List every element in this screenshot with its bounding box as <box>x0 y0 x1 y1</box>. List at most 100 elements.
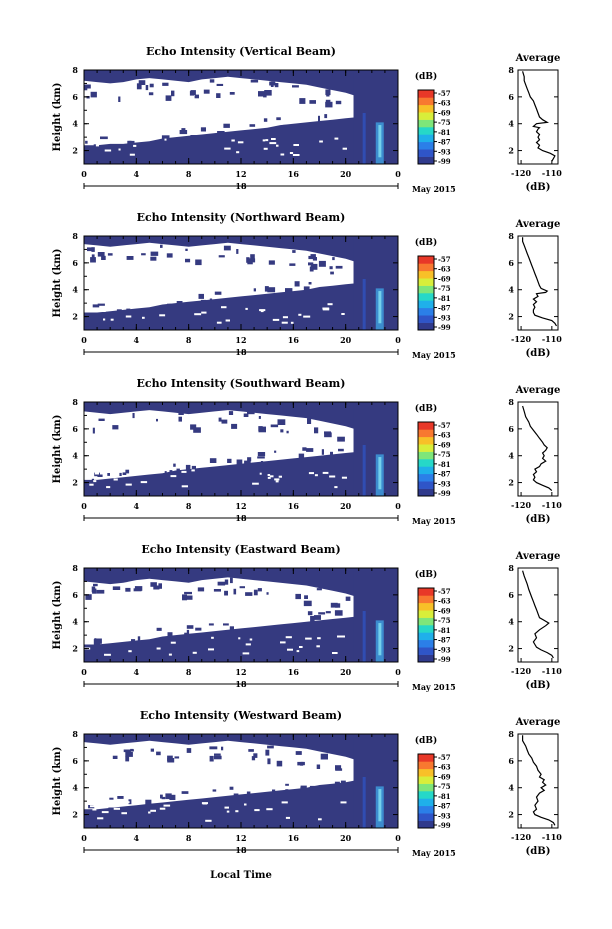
echo-noise <box>247 258 253 265</box>
colorbar-segment <box>418 97 434 106</box>
echo-noise <box>203 89 210 94</box>
echo-noise <box>335 100 342 105</box>
colorbar-tick-label: -87 <box>438 138 451 147</box>
echo-gap <box>113 807 120 810</box>
echo-band-upper <box>84 70 398 116</box>
echo-noise <box>246 791 251 797</box>
colorbar-tick-label: -75 <box>438 450 451 459</box>
echo-noise <box>345 596 351 601</box>
average-x-tick-label: -110 <box>542 832 562 842</box>
colorbar-segment <box>418 820 434 829</box>
average-title: Average <box>515 219 561 230</box>
echo-noise <box>289 263 296 266</box>
echo-noise <box>324 114 328 119</box>
colorbar-tick-label: -63 <box>438 99 451 108</box>
echo-noise <box>243 413 249 417</box>
y-tick-label: 4 <box>72 617 78 627</box>
echo-noise <box>92 304 100 308</box>
colorbar-frame <box>417 587 435 663</box>
echo-noise <box>302 447 307 451</box>
colorbar-tick-label: -69 <box>438 274 451 283</box>
colorbar-segment <box>418 768 434 777</box>
echo-gap <box>101 811 109 814</box>
echo-gap <box>278 475 282 478</box>
echo-gap <box>327 303 333 306</box>
echo-noise <box>217 131 225 134</box>
x-tick-label: 8 <box>186 501 192 511</box>
echo-gap <box>140 481 148 484</box>
echo-gap <box>308 472 314 475</box>
echo-noise <box>156 627 162 631</box>
colorbar-segment <box>418 307 434 316</box>
echo-noise <box>93 144 97 147</box>
echo-noise <box>218 417 222 422</box>
x-tick-label: 0 <box>81 667 87 677</box>
colorbar-segment <box>418 422 434 430</box>
echo-gap <box>221 306 227 309</box>
echo-gap <box>163 804 171 807</box>
echo-band-upper <box>84 568 398 615</box>
echo-noise <box>98 418 105 421</box>
echo-noise <box>249 124 256 127</box>
echo-noise <box>179 130 188 135</box>
y-tick-label: 4 <box>72 451 78 461</box>
echo-noise <box>306 448 314 452</box>
echo-gap <box>329 475 336 478</box>
echo-gap <box>259 309 266 312</box>
panel-0: Echo Intensity (Vertical Beam) 2 4 6 8 Height… <box>52 45 562 194</box>
echo-gap <box>93 803 96 806</box>
colorbar-segment <box>418 436 434 445</box>
date-day: 18 <box>235 679 247 689</box>
colorbar-segment <box>418 451 434 460</box>
x-tick-label: 4 <box>134 667 140 677</box>
echo-noise <box>173 463 176 467</box>
echo-noise <box>308 262 314 266</box>
panel-4: Echo Intensity (Westward Beam) 2 4 6 8 Height… <box>52 709 562 858</box>
colorbar-segment <box>418 459 434 467</box>
echo-noise <box>229 626 234 631</box>
echo-noise <box>257 456 265 459</box>
echo-noise <box>251 756 256 761</box>
colorbar-segment <box>418 127 434 135</box>
echo-gap <box>298 313 302 316</box>
echo-noise <box>194 94 199 99</box>
echo-gap <box>292 154 300 156</box>
echo-gap <box>201 802 208 805</box>
echo-noise <box>150 748 154 752</box>
echo-noise <box>169 470 173 475</box>
echo-noise <box>250 79 259 83</box>
echo-noise <box>191 465 196 470</box>
average-y-tick-label: 8 <box>508 563 514 573</box>
echo-noise <box>260 461 264 466</box>
echo-noise <box>214 755 222 760</box>
echo-gap <box>341 313 345 315</box>
echo-gap <box>280 641 286 644</box>
echo-gap <box>296 650 300 653</box>
echo-gap <box>322 308 330 311</box>
colorbar-tick-label: -69 <box>438 772 451 781</box>
colorbar-segment <box>418 119 434 128</box>
colorbar-tick-label: -69 <box>438 606 451 615</box>
y-tick-label: 8 <box>72 729 78 739</box>
echo-noise <box>335 768 343 771</box>
echo-streak-faint <box>362 278 366 330</box>
y-axis-label: Height (km) <box>52 415 63 484</box>
colorbar-segment <box>418 429 434 438</box>
echo-noise <box>125 587 131 592</box>
echo-noise <box>233 793 239 799</box>
y-tick-label: 6 <box>72 590 78 600</box>
panel-title: Echo Intensity (Westward Beam) <box>140 709 342 722</box>
echo-gap <box>170 475 177 478</box>
colorbar-tick-label: -69 <box>438 440 451 449</box>
echo-noise <box>307 418 312 424</box>
echo-gap <box>194 313 202 316</box>
echo-noise <box>145 799 152 805</box>
echo-gap <box>281 321 288 324</box>
echo-noise <box>212 789 217 792</box>
echo-noise <box>266 592 269 595</box>
x-tick-label: 0 <box>81 833 87 843</box>
average-y-tick-label: 8 <box>508 729 514 739</box>
panel-title: Echo Intensity (Vertical Beam) <box>146 45 336 58</box>
colorbar-tick-label: -57 <box>438 255 451 264</box>
echo-noise <box>257 588 262 592</box>
